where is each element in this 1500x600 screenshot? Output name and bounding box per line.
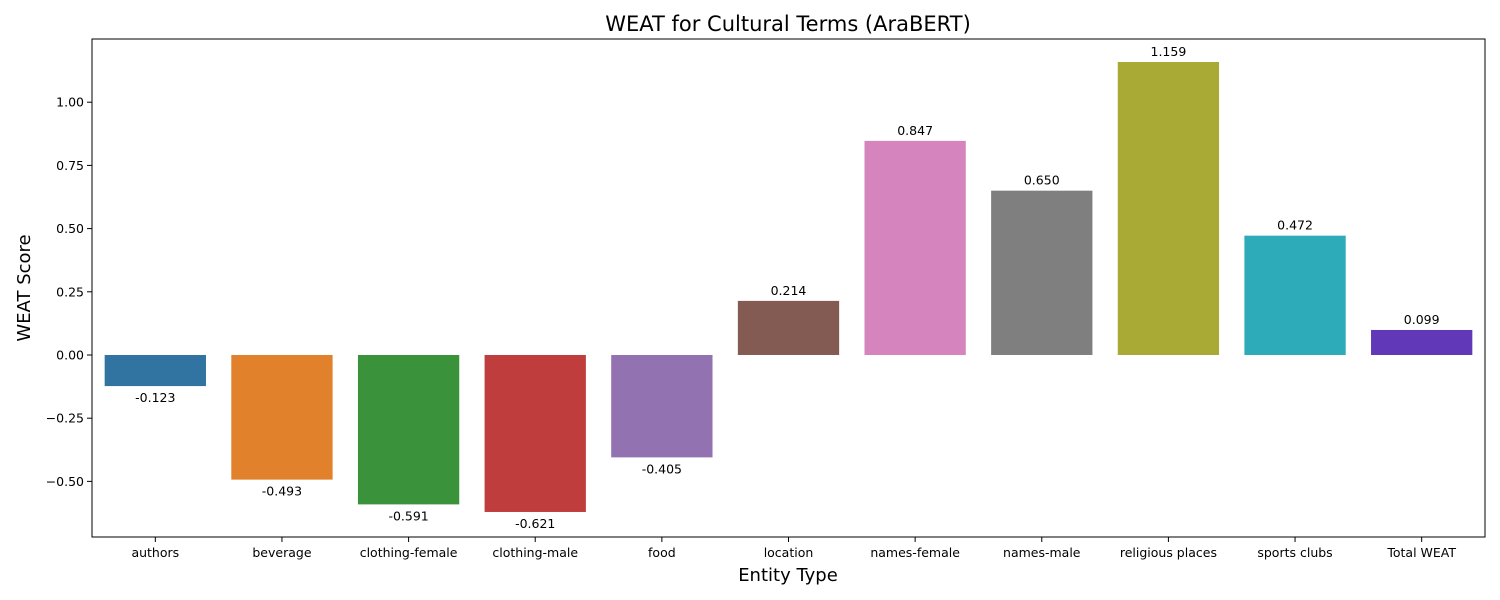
data-label: -0.405 bbox=[642, 461, 682, 476]
bar bbox=[1117, 62, 1220, 355]
data-label: 0.472 bbox=[1277, 218, 1313, 233]
bar bbox=[611, 354, 713, 458]
data-label: -0.493 bbox=[262, 484, 302, 499]
x-tick-label: clothing-female bbox=[360, 545, 458, 560]
y-tick-label: −0.50 bbox=[46, 474, 84, 489]
bar bbox=[737, 300, 840, 355]
y-tick-label: 1.00 bbox=[56, 95, 84, 110]
data-label: 0.099 bbox=[1404, 312, 1440, 327]
data-label: 0.847 bbox=[897, 123, 933, 138]
x-tick-label: Total WEAT bbox=[1386, 545, 1456, 560]
bars: -0.123 -0.493 -0.591 -0.621 -0.405 0.214 0.847… bbox=[104, 44, 1473, 531]
bar bbox=[484, 354, 586, 512]
x-tick-label: beverage bbox=[252, 545, 311, 560]
x-tick-label: religious places bbox=[1120, 545, 1217, 560]
chart-title: WEAT for Cultural Terms (AraBERT) bbox=[605, 12, 971, 36]
y-tick-label: 0.00 bbox=[56, 347, 84, 362]
bar bbox=[231, 354, 333, 480]
x-axis-title: Entity Type bbox=[738, 565, 838, 586]
bar bbox=[357, 354, 460, 505]
data-label: -0.591 bbox=[388, 508, 428, 523]
y-tick-label: 0.25 bbox=[56, 284, 84, 299]
y-axis-title: WEAT Score bbox=[14, 234, 35, 341]
x-tick-label: sports clubs bbox=[1257, 545, 1332, 560]
x-tick-label: authors bbox=[131, 545, 179, 560]
data-label: -0.123 bbox=[135, 390, 175, 405]
x-axis-ticks: authors beverage clothing-female clothing-m… bbox=[131, 537, 1456, 560]
bar bbox=[1371, 329, 1473, 355]
y-axis-ticks: −0.50 −0.25 0.00 0.25 0.50 0.75 1.00 bbox=[46, 95, 92, 489]
data-label: -0.621 bbox=[515, 516, 555, 531]
data-label: 1.159 bbox=[1151, 44, 1187, 59]
x-tick-label: food bbox=[648, 545, 676, 560]
y-tick-label: 0.50 bbox=[56, 221, 84, 236]
bar bbox=[991, 190, 1093, 355]
data-label: 0.214 bbox=[771, 283, 807, 298]
plot-frame bbox=[91, 38, 1486, 538]
x-tick-label: names-female bbox=[870, 545, 960, 560]
x-tick-label: location bbox=[764, 545, 814, 560]
bar bbox=[104, 354, 206, 387]
data-label: 0.650 bbox=[1024, 173, 1060, 188]
y-tick-label: 0.75 bbox=[56, 158, 84, 173]
bar bbox=[1244, 235, 1346, 355]
y-tick-label: −0.25 bbox=[46, 411, 84, 426]
x-tick-label: clothing-male bbox=[492, 545, 578, 560]
x-tick-label: names-male bbox=[1003, 545, 1081, 560]
bar bbox=[864, 140, 966, 355]
